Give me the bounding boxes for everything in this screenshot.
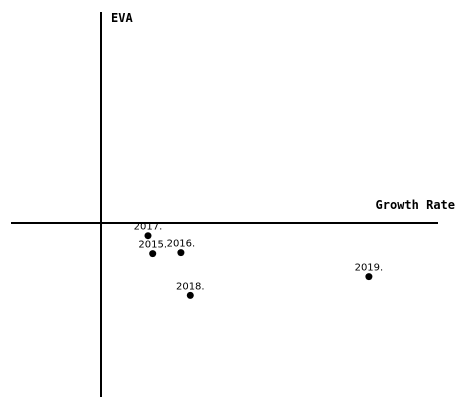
- data-point-label: 2019.: [355, 263, 384, 274]
- data-point: [177, 249, 185, 257]
- data-point: [149, 250, 157, 258]
- data-points: [144, 232, 373, 299]
- x-axis-label: Growth Rate: [376, 198, 455, 212]
- data-point-label: 2017.: [134, 222, 163, 233]
- data-point-label: 2015.: [138, 240, 167, 251]
- data-point-label: 2018.: [176, 281, 205, 292]
- data-point: [186, 291, 194, 299]
- data-labels: 2015. 2016. 2017. 2018. 2019.: [134, 222, 384, 293]
- data-point: [144, 232, 152, 240]
- y-axis-label: EVA: [111, 11, 133, 25]
- data-point-label: 2016.: [167, 239, 196, 250]
- data-point: [365, 273, 373, 281]
